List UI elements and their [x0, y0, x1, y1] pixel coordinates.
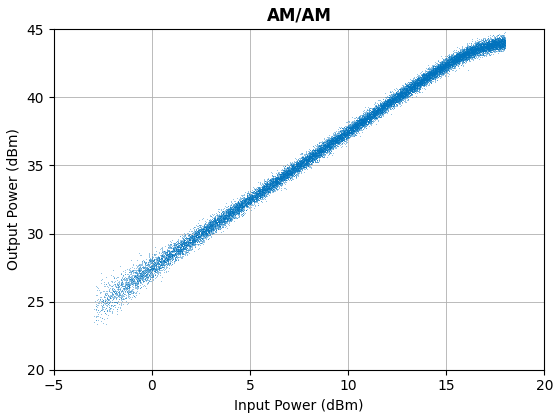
Y-axis label: Output Power (dBm): Output Power (dBm) [7, 129, 21, 270]
Title: AM/AM: AM/AM [267, 7, 332, 25]
X-axis label: Input Power (dBm): Input Power (dBm) [234, 399, 364, 413]
